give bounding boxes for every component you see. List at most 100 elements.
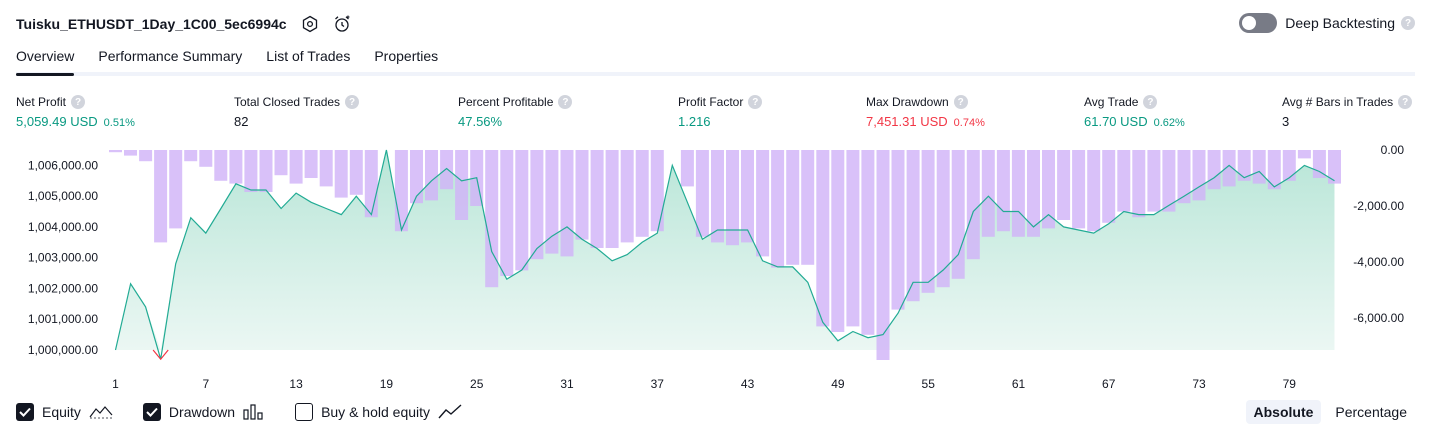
drawdown-bar[interactable] xyxy=(500,150,514,276)
help-icon[interactable]: ? xyxy=(1398,95,1413,109)
drawdown-bar[interactable] xyxy=(575,150,589,240)
drawdown-bar[interactable] xyxy=(816,150,830,327)
drawdown-bar[interactable] xyxy=(680,150,694,187)
legend-drawdown[interactable]: Drawdown xyxy=(142,403,265,421)
drawdown-bar[interactable] xyxy=(966,150,980,260)
drawdown-bar[interactable] xyxy=(831,150,845,332)
tab-overview[interactable]: Overview xyxy=(16,46,75,76)
drawdown-bar[interactable] xyxy=(801,150,815,265)
drawdown-bar[interactable] xyxy=(109,150,122,153)
help-icon[interactable]: ? xyxy=(1143,95,1158,109)
drawdown-bar[interactable] xyxy=(1328,150,1341,184)
drawdown-bar[interactable] xyxy=(319,150,333,187)
drawdown-bar[interactable] xyxy=(184,150,198,162)
drawdown-bar[interactable] xyxy=(289,150,303,184)
drawdown-bar[interactable] xyxy=(1312,150,1326,178)
absolute-button[interactable]: Absolute xyxy=(1245,400,1322,424)
drawdown-bar[interactable] xyxy=(169,150,183,229)
drawdown-bar[interactable] xyxy=(139,150,153,162)
settings-icon[interactable] xyxy=(301,15,319,33)
drawdown-bar[interactable] xyxy=(861,150,875,335)
drawdown-bar[interactable] xyxy=(455,150,469,220)
drawdown-bar[interactable] xyxy=(756,150,770,257)
drawdown-bar[interactable] xyxy=(1222,150,1236,187)
drawdown-bar[interactable] xyxy=(304,150,318,178)
drawdown-bar[interactable] xyxy=(936,150,950,288)
drawdown-bar[interactable] xyxy=(711,150,724,243)
drawdown-bar[interactable] xyxy=(440,150,454,190)
drawdown-bar[interactable] xyxy=(515,150,529,271)
drawdown-bar[interactable] xyxy=(1102,150,1116,223)
drawdown-bar[interactable] xyxy=(259,150,273,192)
tab-performance-summary[interactable]: Performance Summary xyxy=(98,48,243,64)
drawdown-bar[interactable] xyxy=(620,150,634,243)
drawdown-bar[interactable] xyxy=(229,150,243,184)
help-icon[interactable]: ? xyxy=(1401,16,1415,30)
drawdown-bar[interactable] xyxy=(1057,150,1071,220)
drawdown-bar[interactable] xyxy=(846,150,860,327)
drawdown-bar[interactable] xyxy=(996,150,1010,232)
drawdown-bar[interactable] xyxy=(214,150,228,181)
checkbox-unchecked-icon[interactable] xyxy=(295,403,314,421)
drawdown-bar[interactable] xyxy=(410,150,423,204)
drawdown-bar[interactable] xyxy=(364,150,378,218)
checkbox-checked-icon[interactable] xyxy=(16,403,34,421)
drawdown-bar[interactable] xyxy=(154,150,168,243)
drawdown-bar[interactable] xyxy=(590,150,604,248)
drawdown-bar[interactable] xyxy=(1192,150,1206,201)
help-icon[interactable]: ? xyxy=(345,95,360,109)
drawdown-bar[interactable] xyxy=(876,150,890,360)
drawdown-bar[interactable] xyxy=(1267,150,1281,190)
drawdown-bar[interactable] xyxy=(786,150,800,265)
drawdown-bar[interactable] xyxy=(1117,150,1131,212)
drawdown-bar[interactable] xyxy=(485,150,499,288)
drawdown-bar[interactable] xyxy=(726,150,739,246)
drawdown-bar[interactable] xyxy=(545,150,559,254)
drawdown-bar[interactable] xyxy=(1177,150,1191,204)
drawdown-bar[interactable] xyxy=(891,150,905,310)
checkbox-checked-icon[interactable] xyxy=(142,403,161,421)
drawdown-bar[interactable] xyxy=(1042,150,1055,229)
drawdown-bar[interactable] xyxy=(1237,150,1251,181)
tab-properties[interactable]: Properties xyxy=(374,48,439,64)
drawdown-bar[interactable] xyxy=(530,150,544,260)
drawdown-bar[interactable] xyxy=(771,150,785,268)
drawdown-bar[interactable] xyxy=(650,150,664,232)
drawdown-bar[interactable] xyxy=(349,150,363,195)
help-icon[interactable]: ? xyxy=(71,95,86,109)
help-icon[interactable]: ? xyxy=(953,95,968,109)
equity-drawdown-chart[interactable]: 1,006,000.00 1,005,000.00 1,004,000.00 1,00… xyxy=(0,140,1431,390)
drawdown-bar[interactable] xyxy=(1027,150,1040,237)
alarm-clock-icon[interactable] xyxy=(333,15,351,33)
drawdown-bar[interactable] xyxy=(1147,150,1161,212)
drawdown-bar[interactable] xyxy=(921,150,935,293)
drawdown-bar[interactable] xyxy=(605,150,619,248)
legend-equity[interactable]: Equity xyxy=(16,403,113,421)
drawdown-bar[interactable] xyxy=(1252,150,1266,184)
drawdown-bar[interactable] xyxy=(1132,150,1146,218)
drawdown-bar[interactable] xyxy=(425,150,438,201)
drawdown-bar[interactable] xyxy=(274,150,288,176)
drawdown-bar[interactable] xyxy=(334,150,348,198)
drawdown-bar[interactable] xyxy=(1282,150,1296,181)
percentage-button[interactable]: Percentage xyxy=(1335,404,1407,420)
help-icon[interactable]: ? xyxy=(748,95,763,109)
drawdown-bar[interactable] xyxy=(199,150,213,167)
drawdown-bar[interactable] xyxy=(1072,150,1086,229)
legend-buy-hold[interactable]: Buy & hold equity xyxy=(295,403,462,421)
drawdown-bar[interactable] xyxy=(1011,150,1025,237)
drawdown-bar[interactable] xyxy=(1162,150,1176,212)
tab-list-of-trades[interactable]: List of Trades xyxy=(266,48,351,64)
drawdown-bar[interactable] xyxy=(635,150,649,237)
help-icon[interactable]: ? xyxy=(558,95,573,109)
drawdown-bar[interactable] xyxy=(981,150,995,237)
drawdown-bar[interactable] xyxy=(741,150,754,243)
drawdown-bar[interactable] xyxy=(1207,150,1221,190)
drawdown-bar[interactable] xyxy=(1297,150,1311,159)
drawdown-bar[interactable] xyxy=(1087,150,1101,232)
drawdown-bar[interactable] xyxy=(560,150,574,257)
deep-backtesting-toggle[interactable] xyxy=(1239,13,1278,33)
drawdown-bar[interactable] xyxy=(906,150,920,302)
drawdown-bar[interactable] xyxy=(695,150,709,237)
drawdown-bar[interactable] xyxy=(124,150,137,156)
